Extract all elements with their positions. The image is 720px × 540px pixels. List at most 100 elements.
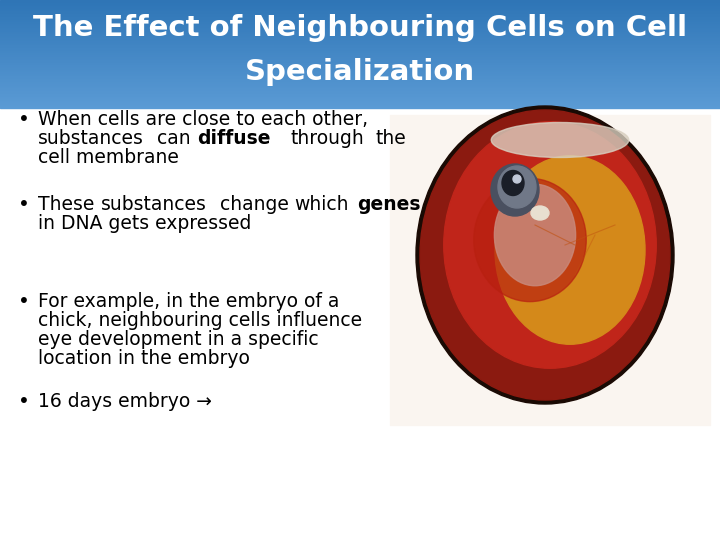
- Ellipse shape: [420, 110, 670, 400]
- Bar: [0, 39, 720, 40]
- Bar: [0, 29, 720, 31]
- Text: the: the: [376, 129, 407, 148]
- Ellipse shape: [474, 178, 586, 302]
- Bar: [0, 28, 720, 30]
- Bar: [0, 70, 720, 71]
- Text: When cells are close to each other,: When cells are close to each other,: [38, 110, 368, 129]
- Bar: [0, 20, 720, 22]
- Text: Specialization: Specialization: [245, 58, 475, 86]
- Bar: [0, 35, 720, 36]
- Ellipse shape: [491, 123, 629, 158]
- Bar: [0, 56, 720, 58]
- Bar: [0, 72, 720, 74]
- Bar: [0, 55, 720, 57]
- Text: •: •: [18, 195, 30, 214]
- Bar: [0, 50, 720, 51]
- Bar: [0, 71, 720, 73]
- Text: For example, in the embryo of a: For example, in the embryo of a: [38, 292, 339, 311]
- Bar: [0, 2, 720, 4]
- Bar: [0, 66, 720, 68]
- Bar: [0, 12, 720, 14]
- Ellipse shape: [502, 171, 524, 195]
- Bar: [0, 90, 720, 92]
- Text: eye development in a specific: eye development in a specific: [38, 330, 319, 349]
- Bar: [0, 80, 720, 82]
- Text: These: These: [38, 195, 94, 214]
- Text: in DNA gets expressed: in DNA gets expressed: [38, 214, 251, 233]
- Bar: [0, 83, 720, 85]
- Bar: [0, 16, 720, 17]
- Bar: [0, 101, 720, 103]
- Bar: [0, 77, 720, 78]
- Bar: [0, 24, 720, 25]
- Bar: [0, 0, 720, 2]
- Bar: [0, 75, 720, 77]
- Text: change: change: [220, 195, 289, 214]
- Bar: [0, 74, 720, 76]
- Bar: [0, 89, 720, 90]
- Text: which: which: [294, 195, 348, 214]
- Bar: [0, 33, 720, 35]
- Bar: [0, 67, 720, 69]
- Bar: [390, 115, 710, 425]
- Bar: [0, 40, 720, 42]
- Bar: [0, 25, 720, 27]
- Bar: [0, 21, 720, 23]
- Text: The Effect of Neighbouring Cells on Cell: The Effect of Neighbouring Cells on Cell: [33, 14, 687, 42]
- Bar: [0, 86, 720, 87]
- Bar: [0, 15, 720, 16]
- Ellipse shape: [495, 184, 575, 286]
- Text: cell membrane: cell membrane: [38, 148, 179, 167]
- Text: chick, neighbouring cells influence: chick, neighbouring cells influence: [38, 311, 362, 330]
- Bar: [0, 58, 720, 59]
- Bar: [0, 97, 720, 98]
- Bar: [0, 36, 720, 38]
- Ellipse shape: [531, 206, 549, 220]
- Ellipse shape: [416, 106, 674, 404]
- Bar: [0, 31, 720, 32]
- Bar: [0, 9, 720, 11]
- Bar: [0, 10, 720, 12]
- Bar: [0, 44, 720, 46]
- Bar: [0, 60, 720, 62]
- Bar: [0, 64, 720, 66]
- Bar: [0, 45, 720, 47]
- Text: •: •: [18, 110, 30, 129]
- Ellipse shape: [491, 164, 539, 216]
- Bar: [0, 98, 720, 100]
- Bar: [0, 42, 720, 43]
- Ellipse shape: [495, 156, 645, 345]
- Bar: [0, 8, 720, 10]
- Bar: [0, 69, 720, 70]
- Bar: [0, 96, 720, 97]
- Ellipse shape: [513, 175, 521, 183]
- Bar: [0, 26, 720, 28]
- Text: •: •: [18, 392, 30, 411]
- Text: substances: substances: [101, 195, 207, 214]
- Bar: [0, 94, 720, 96]
- Bar: [0, 63, 720, 65]
- Bar: [0, 23, 720, 24]
- Bar: [0, 18, 720, 20]
- Text: can: can: [157, 129, 191, 148]
- Text: diffuse: diffuse: [197, 129, 271, 148]
- Bar: [0, 52, 720, 54]
- Text: genes: genes: [356, 195, 420, 214]
- Bar: [0, 6, 720, 8]
- Text: location in the embryo: location in the embryo: [38, 349, 250, 368]
- Ellipse shape: [498, 166, 536, 208]
- Bar: [0, 79, 720, 81]
- Bar: [0, 87, 720, 89]
- Bar: [0, 13, 720, 15]
- Bar: [0, 62, 720, 63]
- Bar: [0, 102, 720, 104]
- Ellipse shape: [444, 122, 656, 368]
- Bar: [0, 59, 720, 60]
- Text: 16 days embryo →: 16 days embryo →: [38, 392, 212, 411]
- Bar: [0, 91, 720, 93]
- Bar: [0, 43, 720, 45]
- Bar: [0, 17, 720, 19]
- Bar: [0, 5, 720, 6]
- Bar: [0, 82, 720, 84]
- Bar: [0, 78, 720, 79]
